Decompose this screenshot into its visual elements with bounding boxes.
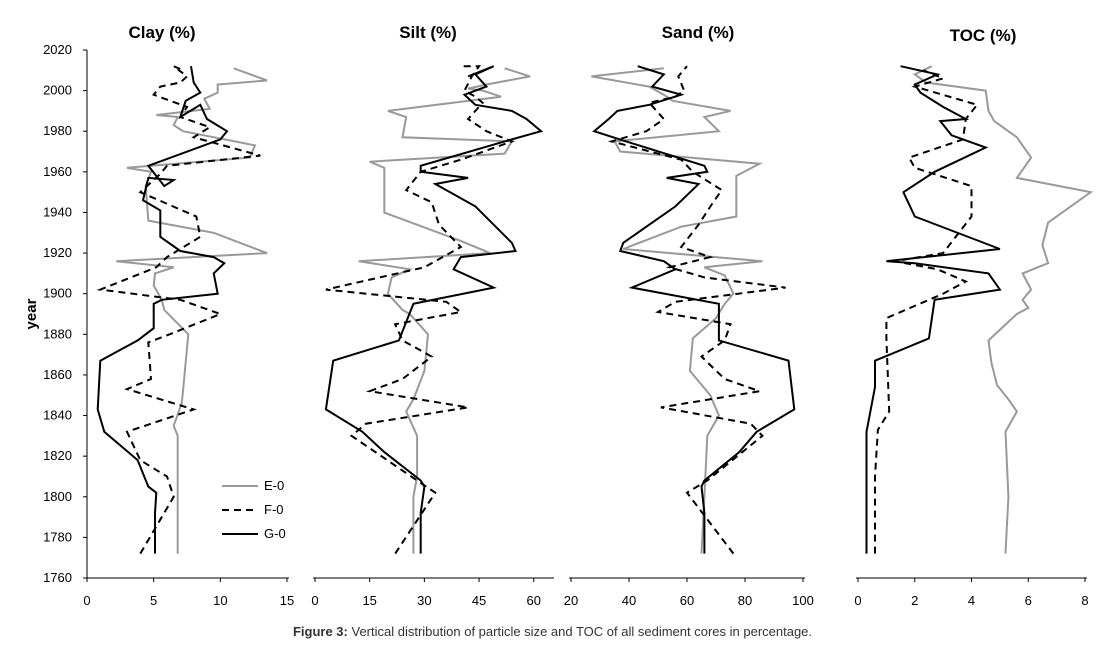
caption-label: Figure 3: — [292, 624, 348, 639]
y-tick-label: 1880 — [43, 326, 72, 341]
y-tick-label: 1960 — [43, 164, 72, 179]
x-tick-label: 6 — [1025, 593, 1032, 608]
chart-title: Sand (%) — [662, 23, 735, 42]
y-tick-label: 2020 — [43, 42, 72, 57]
series-line-G-0 — [324, 65, 544, 554]
series-line-G-0 — [592, 65, 796, 554]
x-tick-label: 20 — [564, 593, 578, 608]
chart-title: TOC (%) — [950, 26, 1017, 45]
series-line-E-0 — [358, 67, 531, 554]
x-tick-label: 10 — [213, 593, 227, 608]
figure-caption: Figure 3: Vertical distribution of parti… — [0, 624, 1105, 639]
x-tick-label: 40 — [622, 593, 636, 608]
x-tick-label: 15 — [362, 593, 376, 608]
chart-title: Clay (%) — [128, 23, 195, 42]
x-tick-label: 15 — [280, 593, 294, 608]
chart-panel-4: TOC (%) 0 2 4 6 8 — [854, 26, 1094, 608]
legend-label-F-0: F-0 — [264, 502, 284, 517]
y-tick-label: 1780 — [43, 529, 72, 544]
x-tick-label: 80 — [738, 593, 752, 608]
y-axis-title: year — [23, 298, 40, 329]
chart-title: Silt (%) — [399, 23, 457, 42]
x-tick-label: 100 — [792, 593, 814, 608]
y-tick-label: 2000 — [43, 83, 72, 98]
y-tick-label: 1980 — [43, 123, 72, 138]
chart-panel-1: Clay (%) 0 5 10 15 1760 1780 1800 1820 1840 1860 18… — [23, 23, 294, 608]
series-line-E-0 — [591, 67, 763, 554]
legend-label-E-0: E-0 — [264, 478, 284, 493]
x-tick-label: 60 — [527, 593, 541, 608]
legend-label-G-0: G-0 — [264, 526, 286, 541]
y-tick-label: 1840 — [43, 408, 72, 423]
y-tick-label: 1760 — [43, 570, 72, 585]
y-tick-label: 1900 — [43, 286, 72, 301]
x-tick-label: 30 — [417, 593, 431, 608]
chart-panel-2: Silt (%) 0 15 30 45 60 — [311, 23, 554, 608]
y-tick-label: 1820 — [43, 448, 72, 463]
x-tick-label: 0 — [83, 593, 90, 608]
x-tick-label: 2 — [911, 593, 918, 608]
x-tick-label: 8 — [1081, 593, 1088, 608]
y-tick-label: 1940 — [43, 204, 72, 219]
x-tick-label: 0 — [311, 593, 318, 608]
series-line-E-0 — [116, 67, 268, 554]
figure-canvas: Clay (%) 0 5 10 15 1760 1780 1800 1820 1840 1860 18… — [23, 23, 1094, 608]
x-tick-label: 45 — [472, 593, 486, 608]
y-tick-label: 1920 — [43, 245, 72, 260]
y-tick-label: 1800 — [43, 489, 72, 504]
series-line-F-0 — [96, 65, 261, 555]
series-line-G-0 — [96, 66, 229, 554]
x-tick-label: 4 — [968, 593, 975, 608]
x-tick-label: 60 — [680, 593, 694, 608]
series-line-F-0 — [607, 65, 786, 555]
series-line-F-0 — [874, 69, 979, 554]
x-tick-label: 5 — [150, 593, 157, 608]
chart-panel-3: Sand (%) 20 40 60 80 100 — [564, 23, 814, 608]
series-line-F-0 — [325, 65, 515, 555]
series-line-G-0 — [865, 65, 1002, 554]
series-line-E-0 — [912, 65, 1094, 554]
caption-text: Vertical distribution of particle size a… — [347, 624, 813, 639]
y-tick-label: 1860 — [43, 367, 72, 382]
x-tick-label: 0 — [854, 593, 861, 608]
